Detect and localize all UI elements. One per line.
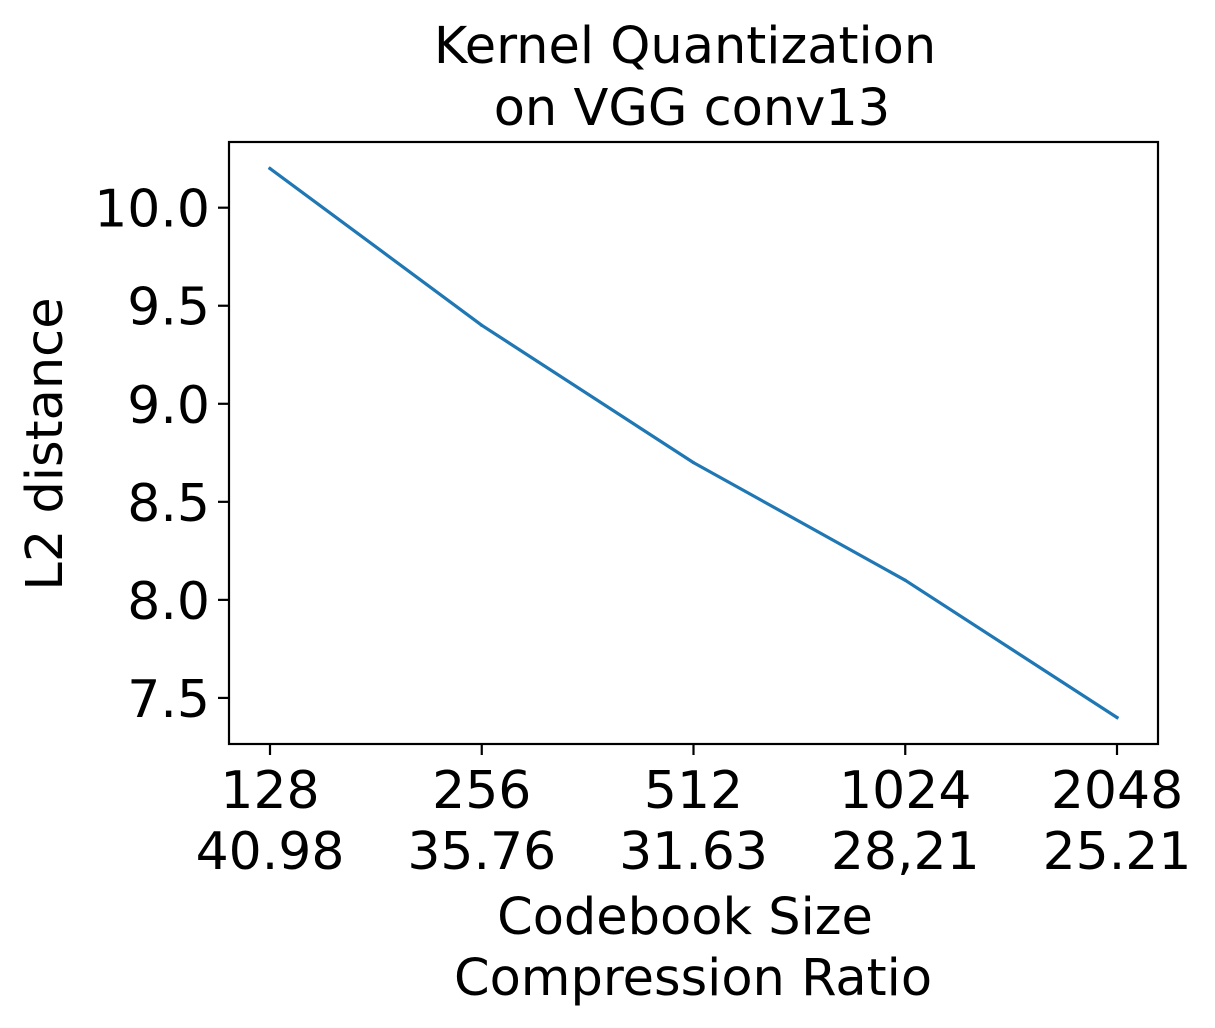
y-axis-label: L2 distance bbox=[16, 297, 75, 590]
x-axis-label-line-1: Codebook Size bbox=[497, 888, 873, 947]
y-tick-label: 9.5 bbox=[127, 278, 210, 338]
y-tick-label: 10.0 bbox=[94, 180, 210, 240]
plot-frame bbox=[227, 140, 1160, 746]
chart-title-line-2: on VGG conv13 bbox=[494, 79, 891, 138]
x-tick-label-codebook: 256 bbox=[432, 761, 531, 821]
x-tick-label-codebook: 128 bbox=[220, 761, 319, 821]
data-point bbox=[691, 461, 696, 465]
x-tick-label-ratio: 25.21 bbox=[1043, 822, 1192, 882]
x-tick-label-ratio: 35.76 bbox=[407, 822, 556, 882]
series-layer bbox=[267, 166, 1120, 720]
x-tick-label-codebook: 2048 bbox=[1051, 761, 1183, 821]
x-tick-label-codebook: 1024 bbox=[839, 761, 971, 821]
x-tick-label-ratio: 31.63 bbox=[619, 822, 768, 882]
data-point bbox=[268, 166, 272, 171]
data-point bbox=[480, 323, 484, 327]
x-tick-label-codebook: 512 bbox=[644, 761, 743, 821]
chart-title-line-1: Kernel Quantization bbox=[434, 17, 936, 76]
data-point bbox=[903, 578, 907, 582]
series-line bbox=[267, 166, 1120, 720]
y-tick-label: 8.0 bbox=[127, 572, 210, 632]
x-tick-label-ratio: 40.98 bbox=[196, 822, 345, 882]
x-tick-label-ratio: 28,21 bbox=[831, 822, 980, 882]
y-tick-label: 7.5 bbox=[127, 670, 210, 730]
y-tick-label: 8.5 bbox=[127, 474, 210, 534]
data-point bbox=[1115, 715, 1119, 720]
x-axis-label-line-2: Compression Ratio bbox=[454, 949, 932, 1008]
y-axis-ticks: 7.5 8.0 8.5 9.0 9.5 10.0 bbox=[94, 180, 229, 730]
y-tick-label: 9.0 bbox=[127, 376, 210, 436]
